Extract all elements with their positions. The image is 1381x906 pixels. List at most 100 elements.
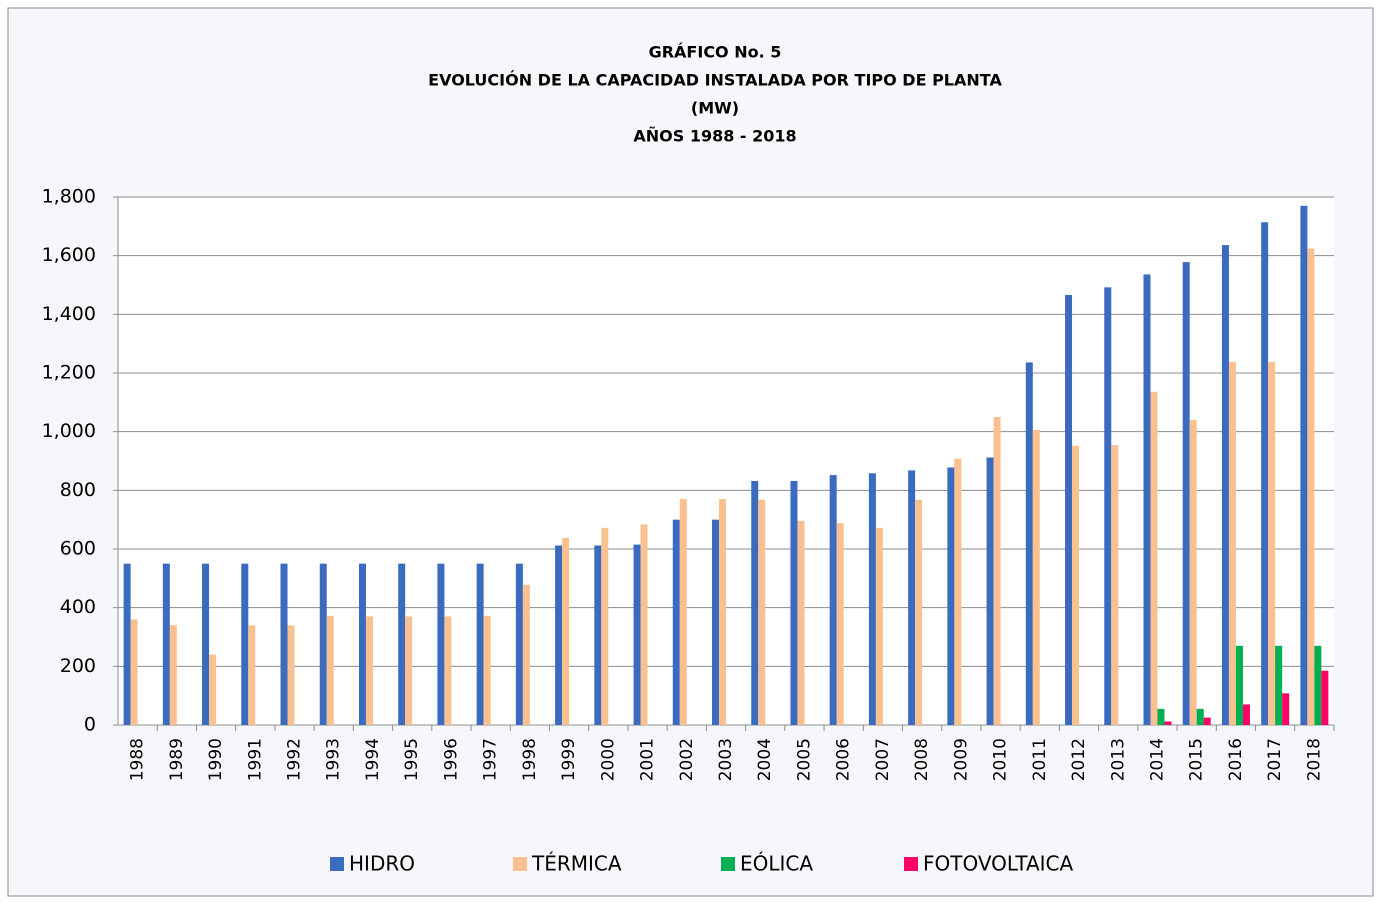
x-tick-label: 2018 bbox=[1304, 738, 1324, 781]
bar bbox=[1157, 708, 1165, 725]
x-tick-label: 2001 bbox=[638, 738, 658, 781]
bar bbox=[241, 563, 249, 725]
bar bbox=[280, 563, 288, 725]
x-tick-label: 1989 bbox=[167, 738, 187, 781]
x-tick-label: 1993 bbox=[324, 738, 344, 781]
x-tick-label: 2006 bbox=[834, 738, 854, 781]
x-tick-label: 2000 bbox=[598, 738, 618, 781]
bar bbox=[444, 616, 452, 725]
bar bbox=[1164, 721, 1172, 725]
legend-swatch bbox=[330, 857, 344, 871]
x-tick-label: 1997 bbox=[481, 738, 501, 781]
y-tick-label: 600 bbox=[60, 538, 96, 560]
y-tick-label: 200 bbox=[60, 655, 96, 677]
bar bbox=[326, 615, 334, 725]
y-tick-label: 400 bbox=[60, 596, 96, 618]
x-tick-label: 2013 bbox=[1108, 738, 1128, 781]
bar bbox=[1189, 419, 1197, 725]
x-tick-label: 1988 bbox=[128, 738, 148, 781]
bar bbox=[515, 563, 523, 725]
legend-label: EÓLICA bbox=[740, 852, 813, 876]
y-tick-label: 1,800 bbox=[42, 186, 96, 208]
bar bbox=[836, 523, 844, 725]
bar bbox=[1261, 222, 1269, 725]
bar bbox=[169, 625, 177, 725]
bar bbox=[476, 563, 484, 725]
x-tick-label: 2008 bbox=[912, 738, 932, 781]
bar bbox=[1111, 445, 1119, 725]
bar bbox=[1104, 287, 1112, 725]
bar bbox=[1321, 670, 1329, 725]
bar bbox=[594, 545, 602, 725]
bar bbox=[365, 616, 373, 725]
x-tick-label: 2017 bbox=[1265, 738, 1285, 781]
bar bbox=[1314, 645, 1322, 725]
bar bbox=[1221, 245, 1229, 725]
bar bbox=[1032, 429, 1040, 725]
bar bbox=[868, 473, 876, 725]
bar bbox=[1072, 445, 1080, 725]
bar bbox=[562, 537, 570, 725]
bar bbox=[319, 563, 327, 725]
y-tick-label: 1,600 bbox=[42, 244, 96, 266]
x-tick-label: 1990 bbox=[206, 738, 226, 781]
legend-label: FOTOVOLTAICA bbox=[923, 852, 1074, 876]
x-tick-label: 1999 bbox=[559, 738, 579, 781]
x-tick-label: 2011 bbox=[1030, 738, 1050, 781]
x-tick-label: 1992 bbox=[285, 738, 305, 781]
bar bbox=[875, 527, 883, 725]
bar bbox=[1203, 717, 1211, 725]
bar bbox=[405, 616, 413, 725]
bar bbox=[522, 584, 530, 725]
bar bbox=[954, 458, 962, 725]
bar bbox=[1196, 708, 1204, 725]
bar bbox=[751, 480, 759, 725]
bar bbox=[1235, 645, 1243, 725]
chart-title: EVOLUCIÓN DE LA CAPACIDAD INSTALADA POR … bbox=[428, 71, 1002, 90]
legend-label: TÉRMICA bbox=[531, 852, 622, 876]
bar bbox=[601, 527, 609, 725]
x-tick-label: 1995 bbox=[402, 738, 422, 781]
x-tick-label: 2009 bbox=[951, 738, 971, 781]
bar bbox=[209, 654, 217, 725]
bar bbox=[829, 475, 837, 725]
bar bbox=[483, 615, 491, 725]
x-tick-label: 2014 bbox=[1147, 738, 1167, 781]
x-tick-label: 1998 bbox=[520, 738, 540, 781]
bar bbox=[1300, 205, 1308, 726]
bar bbox=[993, 417, 1001, 725]
y-tick-label: 1,000 bbox=[42, 420, 96, 442]
legend-swatch bbox=[721, 857, 735, 871]
bar bbox=[1143, 274, 1151, 725]
bar bbox=[797, 520, 805, 725]
chart-title: (MW) bbox=[691, 99, 739, 118]
bar bbox=[437, 563, 445, 725]
bar bbox=[633, 544, 641, 725]
bar bbox=[1228, 361, 1236, 725]
x-tick-label: 1996 bbox=[441, 738, 461, 781]
y-tick-label: 0 bbox=[84, 714, 96, 736]
bar bbox=[1307, 248, 1315, 726]
bar bbox=[1242, 704, 1250, 725]
x-tick-label: 1991 bbox=[245, 738, 265, 781]
legend-swatch bbox=[904, 857, 918, 871]
bar bbox=[1025, 362, 1033, 725]
bar bbox=[358, 563, 366, 725]
bar bbox=[640, 524, 648, 725]
bar bbox=[1275, 645, 1283, 725]
bar bbox=[202, 563, 210, 725]
x-tick-label: 2012 bbox=[1069, 738, 1089, 781]
bar bbox=[986, 457, 994, 725]
bar bbox=[915, 499, 923, 725]
bar bbox=[123, 563, 131, 725]
x-tick-label: 2004 bbox=[755, 738, 775, 781]
bar bbox=[712, 519, 719, 725]
bar bbox=[1268, 361, 1276, 725]
x-tick-label: 2005 bbox=[794, 738, 814, 781]
bar bbox=[162, 563, 170, 725]
bar bbox=[398, 563, 406, 725]
x-tick-label: 1994 bbox=[363, 738, 383, 781]
x-tick-label: 2015 bbox=[1187, 738, 1207, 781]
bar bbox=[1150, 391, 1158, 725]
